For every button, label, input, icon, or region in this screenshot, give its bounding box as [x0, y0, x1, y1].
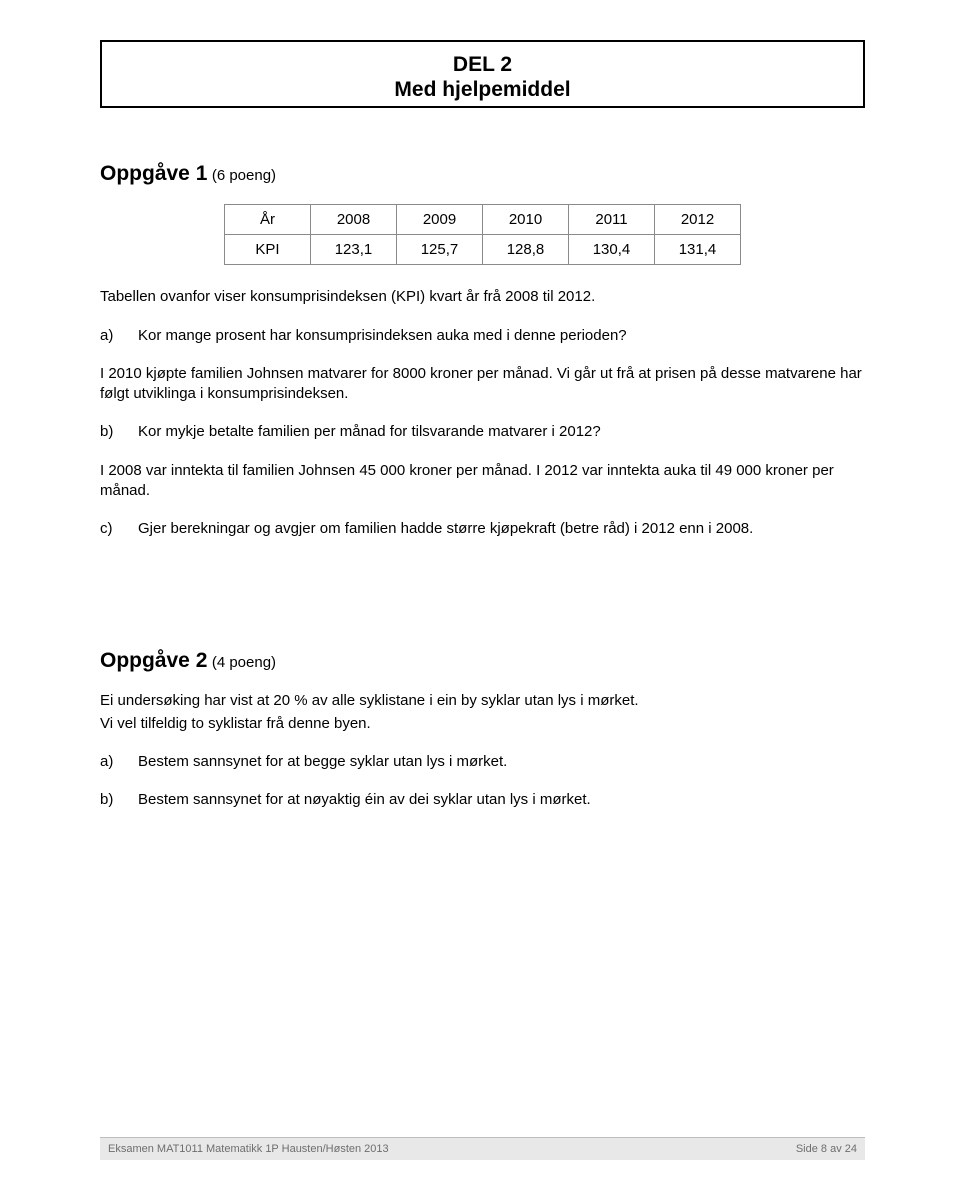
footer-left: Eksamen MAT1011 Matematikk 1P Hausten/Hø…: [108, 1143, 389, 1155]
task1-para1: Tabellen ovanfor viser konsumprisindekse…: [100, 287, 865, 307]
task2-para1a: Ei undersøking har vist at 20 % av alle …: [100, 691, 865, 711]
section-header-line2: Med hjelpemiddel: [102, 77, 863, 102]
page-footer: Eksamen MAT1011 Matematikk 1P Hausten/Hø…: [100, 1137, 865, 1160]
table-cell: 2009: [397, 205, 483, 235]
kpi-table: År 2008 2009 2010 2011 2012 KPI 123,1 12…: [224, 204, 741, 265]
table-cell: 130,4: [569, 235, 655, 265]
item-letter: a): [100, 326, 138, 346]
task1-para3: I 2008 var inntekta til familien Johnsen…: [100, 461, 865, 502]
item-letter: c): [100, 519, 138, 539]
task1-item-b: b) Kor mykje betalte familien per månad …: [100, 422, 865, 442]
footer-right: Side 8 av 24: [796, 1143, 857, 1155]
table-cell: 2012: [655, 205, 741, 235]
task1-points: (6 poeng): [212, 167, 276, 184]
task2-para1b: Vi vel tilfeldig to syklistar frå denne …: [100, 714, 865, 734]
table-cell: 2008: [311, 205, 397, 235]
table-cell: 131,4: [655, 235, 741, 265]
table-cell: 2011: [569, 205, 655, 235]
section-header-box: DEL 2 Med hjelpemiddel: [100, 40, 865, 108]
item-letter: a): [100, 752, 138, 772]
item-letter: b): [100, 790, 138, 810]
table-cell: 125,7: [397, 235, 483, 265]
task1-item-c: c) Gjer berekningar og avgjer om familie…: [100, 519, 865, 539]
task1-item-a: a) Kor mange prosent har konsumprisindek…: [100, 326, 865, 346]
task2-points: (4 poeng): [212, 654, 276, 671]
task1-title: Oppgåve 1: [100, 162, 207, 185]
table-row-label: KPI: [225, 235, 311, 265]
item-text: Gjer berekningar og avgjer om familien h…: [138, 519, 865, 539]
table-row-label: År: [225, 205, 311, 235]
task2-item-b: b) Bestem sannsynet for at nøyaktig éin …: [100, 790, 865, 810]
task2-title: Oppgåve 2: [100, 649, 207, 672]
table-cell: 2010: [483, 205, 569, 235]
item-text: Kor mykje betalte familien per månad for…: [138, 422, 865, 442]
table-row: År 2008 2009 2010 2011 2012: [225, 205, 741, 235]
task1-heading: Oppgåve 1 (6 poeng): [100, 162, 865, 186]
item-text: Kor mange prosent har konsumprisindeksen…: [138, 326, 865, 346]
item-text: Bestem sannsynet for at nøyaktig éin av …: [138, 790, 865, 810]
item-letter: b): [100, 422, 138, 442]
task2-heading: Oppgåve 2 (4 poeng): [100, 649, 865, 673]
table-cell: 128,8: [483, 235, 569, 265]
item-text: Bestem sannsynet for at begge syklar uta…: [138, 752, 865, 772]
table-cell: 123,1: [311, 235, 397, 265]
task1-para2: I 2010 kjøpte familien Johnsen matvarer …: [100, 364, 865, 405]
section-header-line1: DEL 2: [102, 52, 863, 77]
task2-item-a: a) Bestem sannsynet for at begge syklar …: [100, 752, 865, 772]
table-row: KPI 123,1 125,7 128,8 130,4 131,4: [225, 235, 741, 265]
